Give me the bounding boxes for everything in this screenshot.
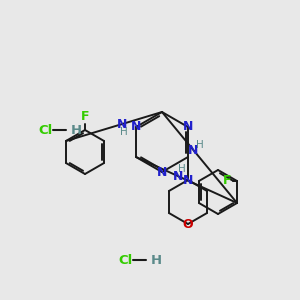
Text: H: H — [151, 254, 162, 266]
Text: O: O — [183, 218, 193, 230]
Text: N: N — [157, 166, 167, 178]
Text: N: N — [131, 121, 141, 134]
Text: N: N — [116, 118, 127, 131]
Text: N: N — [188, 144, 199, 157]
Text: H: H — [196, 140, 204, 150]
Text: F: F — [223, 175, 231, 188]
Text: H: H — [71, 124, 82, 136]
Text: N: N — [183, 173, 193, 187]
Text: F: F — [81, 110, 89, 124]
Text: Cl: Cl — [38, 124, 52, 136]
Text: Cl: Cl — [118, 254, 132, 266]
Text: N: N — [173, 170, 184, 183]
Text: H: H — [120, 127, 128, 137]
Text: H: H — [178, 164, 186, 174]
Text: N: N — [183, 121, 193, 134]
